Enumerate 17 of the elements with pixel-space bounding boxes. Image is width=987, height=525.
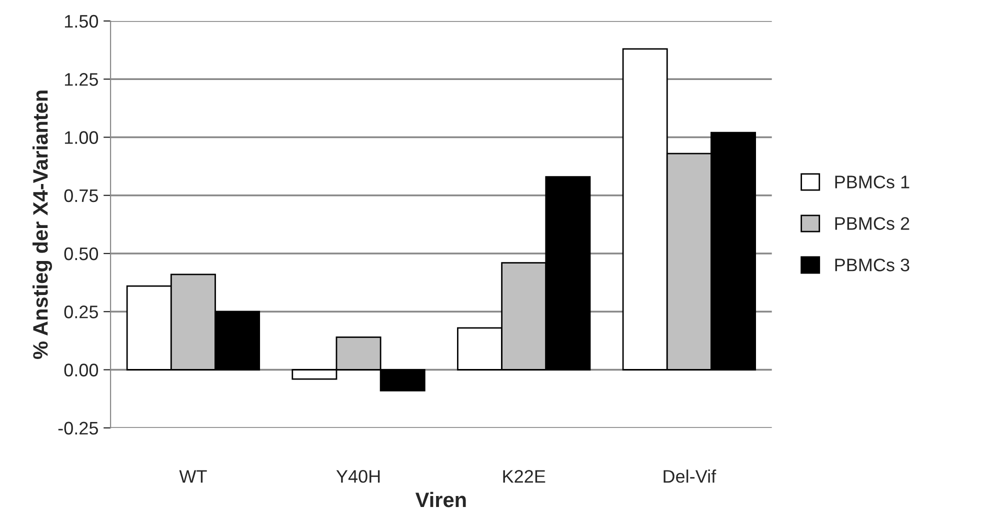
x-tick-label: Y40H bbox=[336, 470, 380, 483]
y-tick-label: 0.25 bbox=[64, 306, 98, 318]
y-tick-label: 0.75 bbox=[64, 189, 98, 202]
x-tick-label: K22E bbox=[503, 470, 546, 483]
legend-label: PBMCs 2 bbox=[835, 217, 910, 230]
y-tick-label: 1.50 bbox=[64, 14, 98, 28]
y-tick-label: 0.00 bbox=[64, 364, 98, 376]
x-axis-title: Viren bbox=[415, 492, 466, 508]
y-tick-label: 1.25 bbox=[64, 73, 98, 86]
x-tick-label: WT bbox=[179, 470, 207, 483]
legend-label: PBMCs 3 bbox=[835, 258, 910, 272]
y-tick-label: -0.25 bbox=[58, 422, 98, 435]
y-axis-title: % Anstieg der X4-Varianten bbox=[32, 90, 52, 359]
y-tick-label: 0.50 bbox=[64, 247, 98, 260]
y-tick-label: 1.00 bbox=[64, 131, 98, 144]
x-tick-label: Del-Vif bbox=[664, 470, 716, 483]
legend-label: PBMCs 1 bbox=[835, 176, 910, 188]
